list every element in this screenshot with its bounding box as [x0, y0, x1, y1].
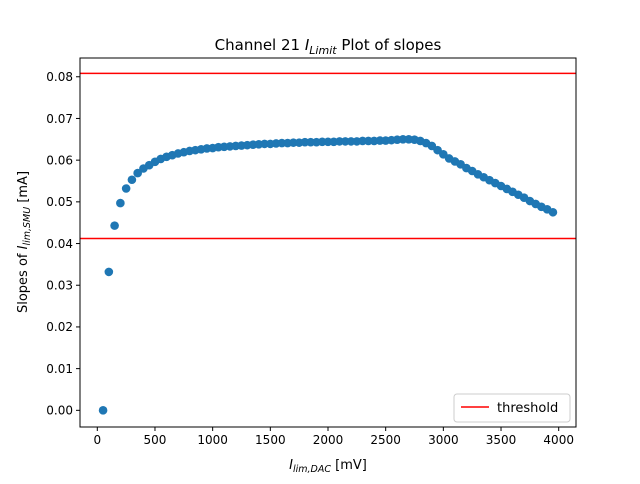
y-axis-label-sub: lim,SMU — [22, 207, 33, 246]
x-tick-label: 3000 — [428, 433, 459, 447]
threshold-lines — [80, 72, 576, 240]
axes-frame — [79, 57, 577, 428]
data-point — [110, 221, 119, 230]
title-italic-sub: Limit — [309, 44, 337, 57]
y-tick-label: 0.08 — [46, 70, 73, 84]
data-point — [98, 406, 108, 415]
legend-threshold-label: threshold — [497, 401, 558, 416]
y-tick-label: 0.01 — [46, 362, 73, 376]
y-tick-label: 0.05 — [46, 195, 73, 209]
data-point — [121, 184, 131, 193]
x-axis-ticks: 0 500 1000 1500 2000 2500 3000 3500 4000 — [93, 427, 574, 447]
legend: threshold — [453, 393, 571, 423]
y-tick-label: 0.04 — [46, 237, 73, 251]
y-axis-label-unit: [mA] — [16, 171, 31, 207]
title-italic: I — [305, 36, 310, 54]
x-tick-label: 0 — [93, 433, 101, 447]
x-tick-label: 2000 — [313, 433, 344, 447]
x-axis-label-sub: lim,DAC — [293, 464, 331, 475]
data-point — [116, 198, 125, 208]
x-tick-label: 500 — [144, 433, 167, 447]
x-tick-label: 3500 — [486, 433, 517, 447]
x-tick-label: 1500 — [255, 433, 286, 447]
y-tick-label: 0.00 — [46, 404, 73, 418]
y-tick-label: 0.03 — [46, 279, 73, 293]
y-axis-label-base: I — [16, 245, 31, 249]
x-axis-label-base: I — [289, 458, 293, 473]
data-point — [127, 175, 137, 185]
x-axis-label-unit: [mV] — [331, 458, 367, 473]
data-points — [98, 135, 558, 415]
x-axis-label: Ilim,DAC [mV] — [289, 458, 367, 475]
title-prefix: Channel 21 — [215, 36, 305, 54]
legend-box — [453, 393, 571, 423]
y-axis-label-prefix: Slopes of — [16, 249, 31, 313]
data-point — [133, 168, 142, 178]
y-tick-label: 0.07 — [46, 112, 73, 126]
chart-title: Channel 21 ILimit Plot of slopes — [215, 36, 442, 57]
y-tick-label: 0.02 — [46, 320, 73, 334]
data-point — [548, 207, 558, 217]
y-tick-label: 0.06 — [46, 153, 73, 167]
data-point — [104, 267, 114, 277]
y-axis-label: Slopes of Ilim,SMU [mA] — [16, 171, 33, 313]
x-tick-label: 2500 — [370, 433, 401, 447]
y-axis-ticks: 0.00 0.01 0.02 0.03 0.04 0.05 0.06 0.07 0.08 — [46, 70, 80, 418]
title-suffix: Plot of slopes — [337, 36, 442, 54]
x-tick-label: 4000 — [543, 433, 574, 447]
x-tick-label: 1000 — [197, 433, 228, 447]
